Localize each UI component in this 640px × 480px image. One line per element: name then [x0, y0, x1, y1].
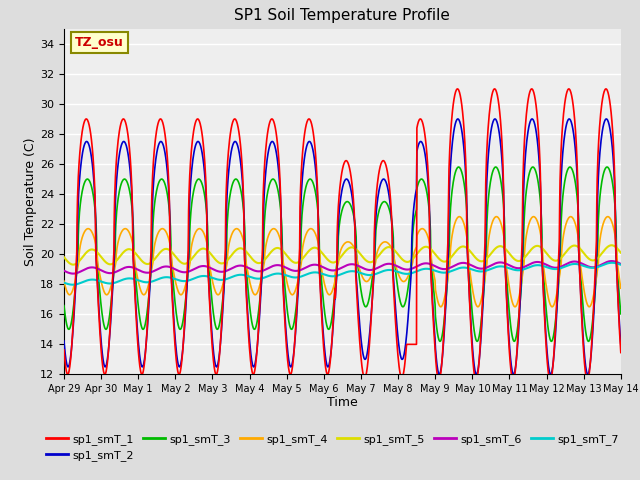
- Text: TZ_osu: TZ_osu: [75, 36, 124, 49]
- X-axis label: Time: Time: [327, 396, 358, 408]
- Legend: sp1_smT_1, sp1_smT_2, sp1_smT_3, sp1_smT_4, sp1_smT_5, sp1_smT_6, sp1_smT_7: sp1_smT_1, sp1_smT_2, sp1_smT_3, sp1_smT…: [42, 429, 623, 466]
- Y-axis label: Soil Temperature (C): Soil Temperature (C): [24, 137, 37, 266]
- Title: SP1 Soil Temperature Profile: SP1 Soil Temperature Profile: [234, 9, 451, 24]
